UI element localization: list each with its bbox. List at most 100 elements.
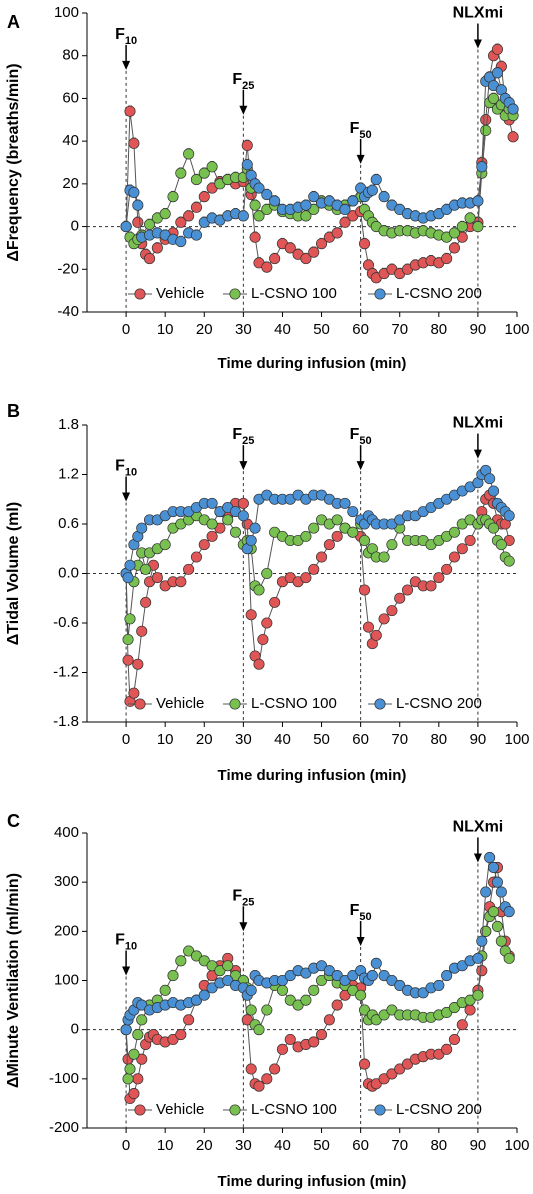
- y-tick-label: 100: [54, 4, 79, 21]
- data-point: [269, 195, 281, 207]
- data-point: [206, 518, 218, 530]
- data-point: [358, 1004, 371, 1016]
- data-point: [491, 876, 504, 888]
- data-point: [308, 191, 320, 203]
- data-point: [237, 497, 249, 509]
- data-point: [136, 999, 148, 1011]
- x-tick-label: 10: [157, 321, 174, 338]
- y-tick-label: 60: [62, 89, 79, 106]
- legend-marker: [229, 288, 241, 300]
- data-point: [323, 539, 335, 551]
- series-l-csno-200: [120, 464, 515, 584]
- event-arrow-head: [122, 492, 131, 502]
- event-annotation: F25: [232, 426, 254, 471]
- x-tick-label: 100: [504, 731, 529, 748]
- data-point: [175, 167, 187, 179]
- data-point: [132, 1073, 144, 1085]
- data-point: [347, 970, 359, 982]
- x-tick-label: 0: [122, 321, 130, 338]
- legend: Vehicle L-CSNO 100 L-CSNO 200: [128, 285, 482, 302]
- x-tick-label: 80: [430, 321, 447, 338]
- data-point: [229, 526, 242, 538]
- y-tick-label: -1.2: [53, 663, 79, 680]
- data-point: [241, 1014, 253, 1026]
- data-point: [386, 974, 398, 987]
- data-point: [276, 984, 289, 996]
- data-point: [300, 530, 312, 542]
- data-point: [448, 227, 461, 239]
- y-tick-label: 0.6: [58, 515, 79, 532]
- y-tick-label: 0: [71, 218, 79, 235]
- data-point: [339, 216, 351, 228]
- x-tick-label: 60: [352, 731, 369, 748]
- data-point: [347, 195, 359, 207]
- data-point: [237, 210, 249, 222]
- x-tick-label: 10: [157, 1137, 174, 1154]
- data-point: [484, 473, 496, 485]
- data-point: [472, 221, 484, 233]
- data-point: [136, 625, 148, 637]
- data-point: [124, 613, 136, 625]
- data-point: [476, 161, 488, 173]
- data-point: [292, 999, 304, 1011]
- data-point: [214, 965, 226, 977]
- x-tick-label: 0: [122, 731, 130, 748]
- data-point: [441, 253, 453, 265]
- data-point: [183, 1014, 195, 1026]
- data-point: [128, 186, 140, 198]
- event-annotation: NLXmi: [453, 415, 503, 459]
- event-arrow-head: [473, 853, 482, 863]
- y-tick-label: -20: [57, 260, 79, 277]
- data-point: [122, 1073, 134, 1085]
- x-tick-label: 100: [504, 321, 529, 338]
- event-annotation: F10: [115, 932, 137, 976]
- data-point: [132, 199, 144, 211]
- data-point: [472, 195, 484, 207]
- data-point: [140, 596, 152, 608]
- data-point: [456, 1019, 468, 1031]
- data-point: [261, 188, 273, 201]
- y-tick-label: 100: [54, 971, 79, 988]
- y-tick-label: -40: [57, 303, 79, 320]
- data-point: [190, 174, 203, 186]
- data-point: [241, 159, 253, 171]
- data-point: [378, 970, 390, 982]
- data-point: [425, 580, 437, 592]
- legend-entry: L-CSNO 100: [251, 695, 337, 712]
- event-label: F10: [115, 26, 137, 47]
- data-point: [456, 543, 468, 555]
- data-point: [245, 984, 257, 996]
- data-point: [140, 563, 152, 575]
- event-arrow-head: [473, 449, 482, 459]
- data-point: [241, 139, 253, 151]
- data-point: [378, 613, 390, 625]
- event-annotation: F50: [350, 902, 372, 947]
- data-point: [507, 131, 519, 143]
- data-point: [370, 1014, 382, 1026]
- data-point: [276, 1043, 289, 1055]
- panel-label: B: [7, 401, 20, 421]
- data-point: [159, 539, 171, 551]
- data-point: [487, 92, 500, 104]
- data-point: [484, 852, 496, 864]
- legend-entry: Vehicle: [156, 695, 204, 712]
- legend-marker: [134, 288, 146, 300]
- data-point: [448, 1001, 461, 1014]
- event-annotation: F50: [350, 426, 372, 471]
- data-point: [284, 970, 296, 982]
- data-point: [284, 242, 296, 254]
- data-point: [331, 514, 343, 526]
- legend-marker: [374, 1104, 386, 1116]
- x-tick-label: 80: [430, 1137, 447, 1154]
- data-point: [315, 974, 328, 987]
- data-point: [222, 514, 234, 526]
- data-point: [120, 221, 132, 233]
- y-tick-label: -1.8: [53, 713, 79, 730]
- data-point: [151, 572, 163, 584]
- data-point: [503, 906, 515, 918]
- y-axis-label: ΔMinute Ventilation (ml/min): [5, 873, 22, 1088]
- series-line: [125, 910, 510, 1079]
- x-tick-label: 30: [235, 731, 252, 748]
- x-axis-label: Time during infusion (min): [218, 355, 407, 372]
- data-point: [487, 906, 500, 918]
